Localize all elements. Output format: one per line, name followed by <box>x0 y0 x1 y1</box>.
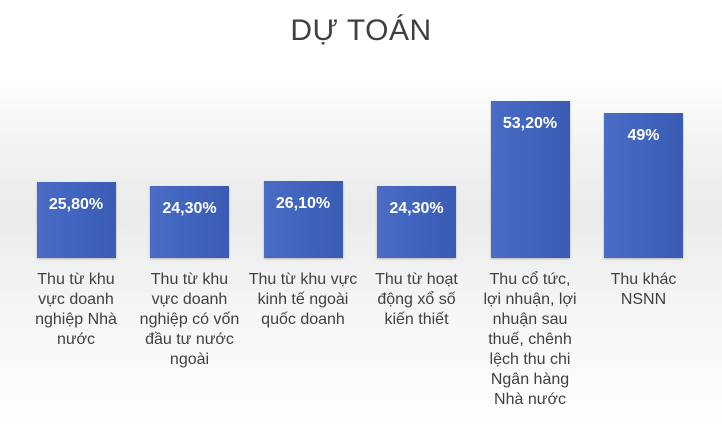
category-label-line: nước <box>56 331 96 348</box>
bar-value-label-2: 24,30% <box>162 200 217 218</box>
category-label-1: Thu từ khu vực doanh nghiệp Nhà nước <box>20 270 132 350</box>
bar-5 <box>490 100 570 258</box>
bar-6 <box>604 113 683 258</box>
bar-value-label-1: 25,80% <box>48 195 104 213</box>
category-label-line: kiến thiết <box>384 311 449 328</box>
category-label-line: lợi nhuận, lợi <box>483 291 577 308</box>
bar-value-label-4: 24,30% <box>389 200 444 218</box>
category-label-line: nhuận sau <box>492 311 568 328</box>
category-label-line: nghiệp Nhà <box>35 311 117 328</box>
bar-2 <box>150 186 229 258</box>
bar-value-label-5: 53,20% <box>502 114 558 132</box>
category-label-line: vực doanh <box>151 291 228 308</box>
category-label-line: ngoài <box>169 351 210 368</box>
bar-1 <box>36 181 116 258</box>
category-label-line: thuế, chênh <box>488 331 572 348</box>
bar-4 <box>377 186 456 258</box>
category-label-line: lệch thu chi <box>489 351 571 368</box>
chart-title: DỰ TOÁN <box>290 14 432 47</box>
category-label-line: Nhà nước <box>494 391 566 408</box>
category-label-2: Thu từ khu vực doanh nghiệp có vốn đầu tư n… <box>134 270 246 370</box>
category-label-line: Thu từ hoạt <box>375 271 458 288</box>
category-label-line: kinh tế ngoài <box>257 291 349 308</box>
category-label-line: NSNN <box>620 291 667 308</box>
category-label-line: Ngân hàng <box>490 371 570 388</box>
category-label-line: động xổ số <box>377 291 456 308</box>
category-label-6: Thu khác NSNN <box>588 270 700 310</box>
category-label-line: vực doanh <box>38 291 114 308</box>
category-label-line: Thu cổ tức, <box>489 271 571 288</box>
bar-3 <box>263 180 343 258</box>
category-label-line: Thu từ khu <box>150 271 229 288</box>
category-label-3: Thu từ khu vực kinh tế ngoài quốc doanh <box>247 270 359 330</box>
bar-value-label-3: 26,10% <box>275 194 331 212</box>
category-label-line: quốc doanh <box>261 311 345 328</box>
category-label-line: nghiệp có vốn <box>139 311 240 328</box>
category-label-line: Thu từ khu <box>37 271 115 288</box>
category-label-5: Thu cổ tức, lợi nhuận, lợi nhuận sau thuế, … <box>474 270 586 410</box>
bar-value-label-6: 49% <box>627 127 660 145</box>
category-label-line: Thu từ khu vực <box>248 271 358 288</box>
category-label-line: Thu khác <box>610 271 677 288</box>
category-label-line: đầu tư nước <box>145 331 234 348</box>
category-label-4: Thu từ hoạt động xổ số kiến thiết <box>361 270 473 330</box>
